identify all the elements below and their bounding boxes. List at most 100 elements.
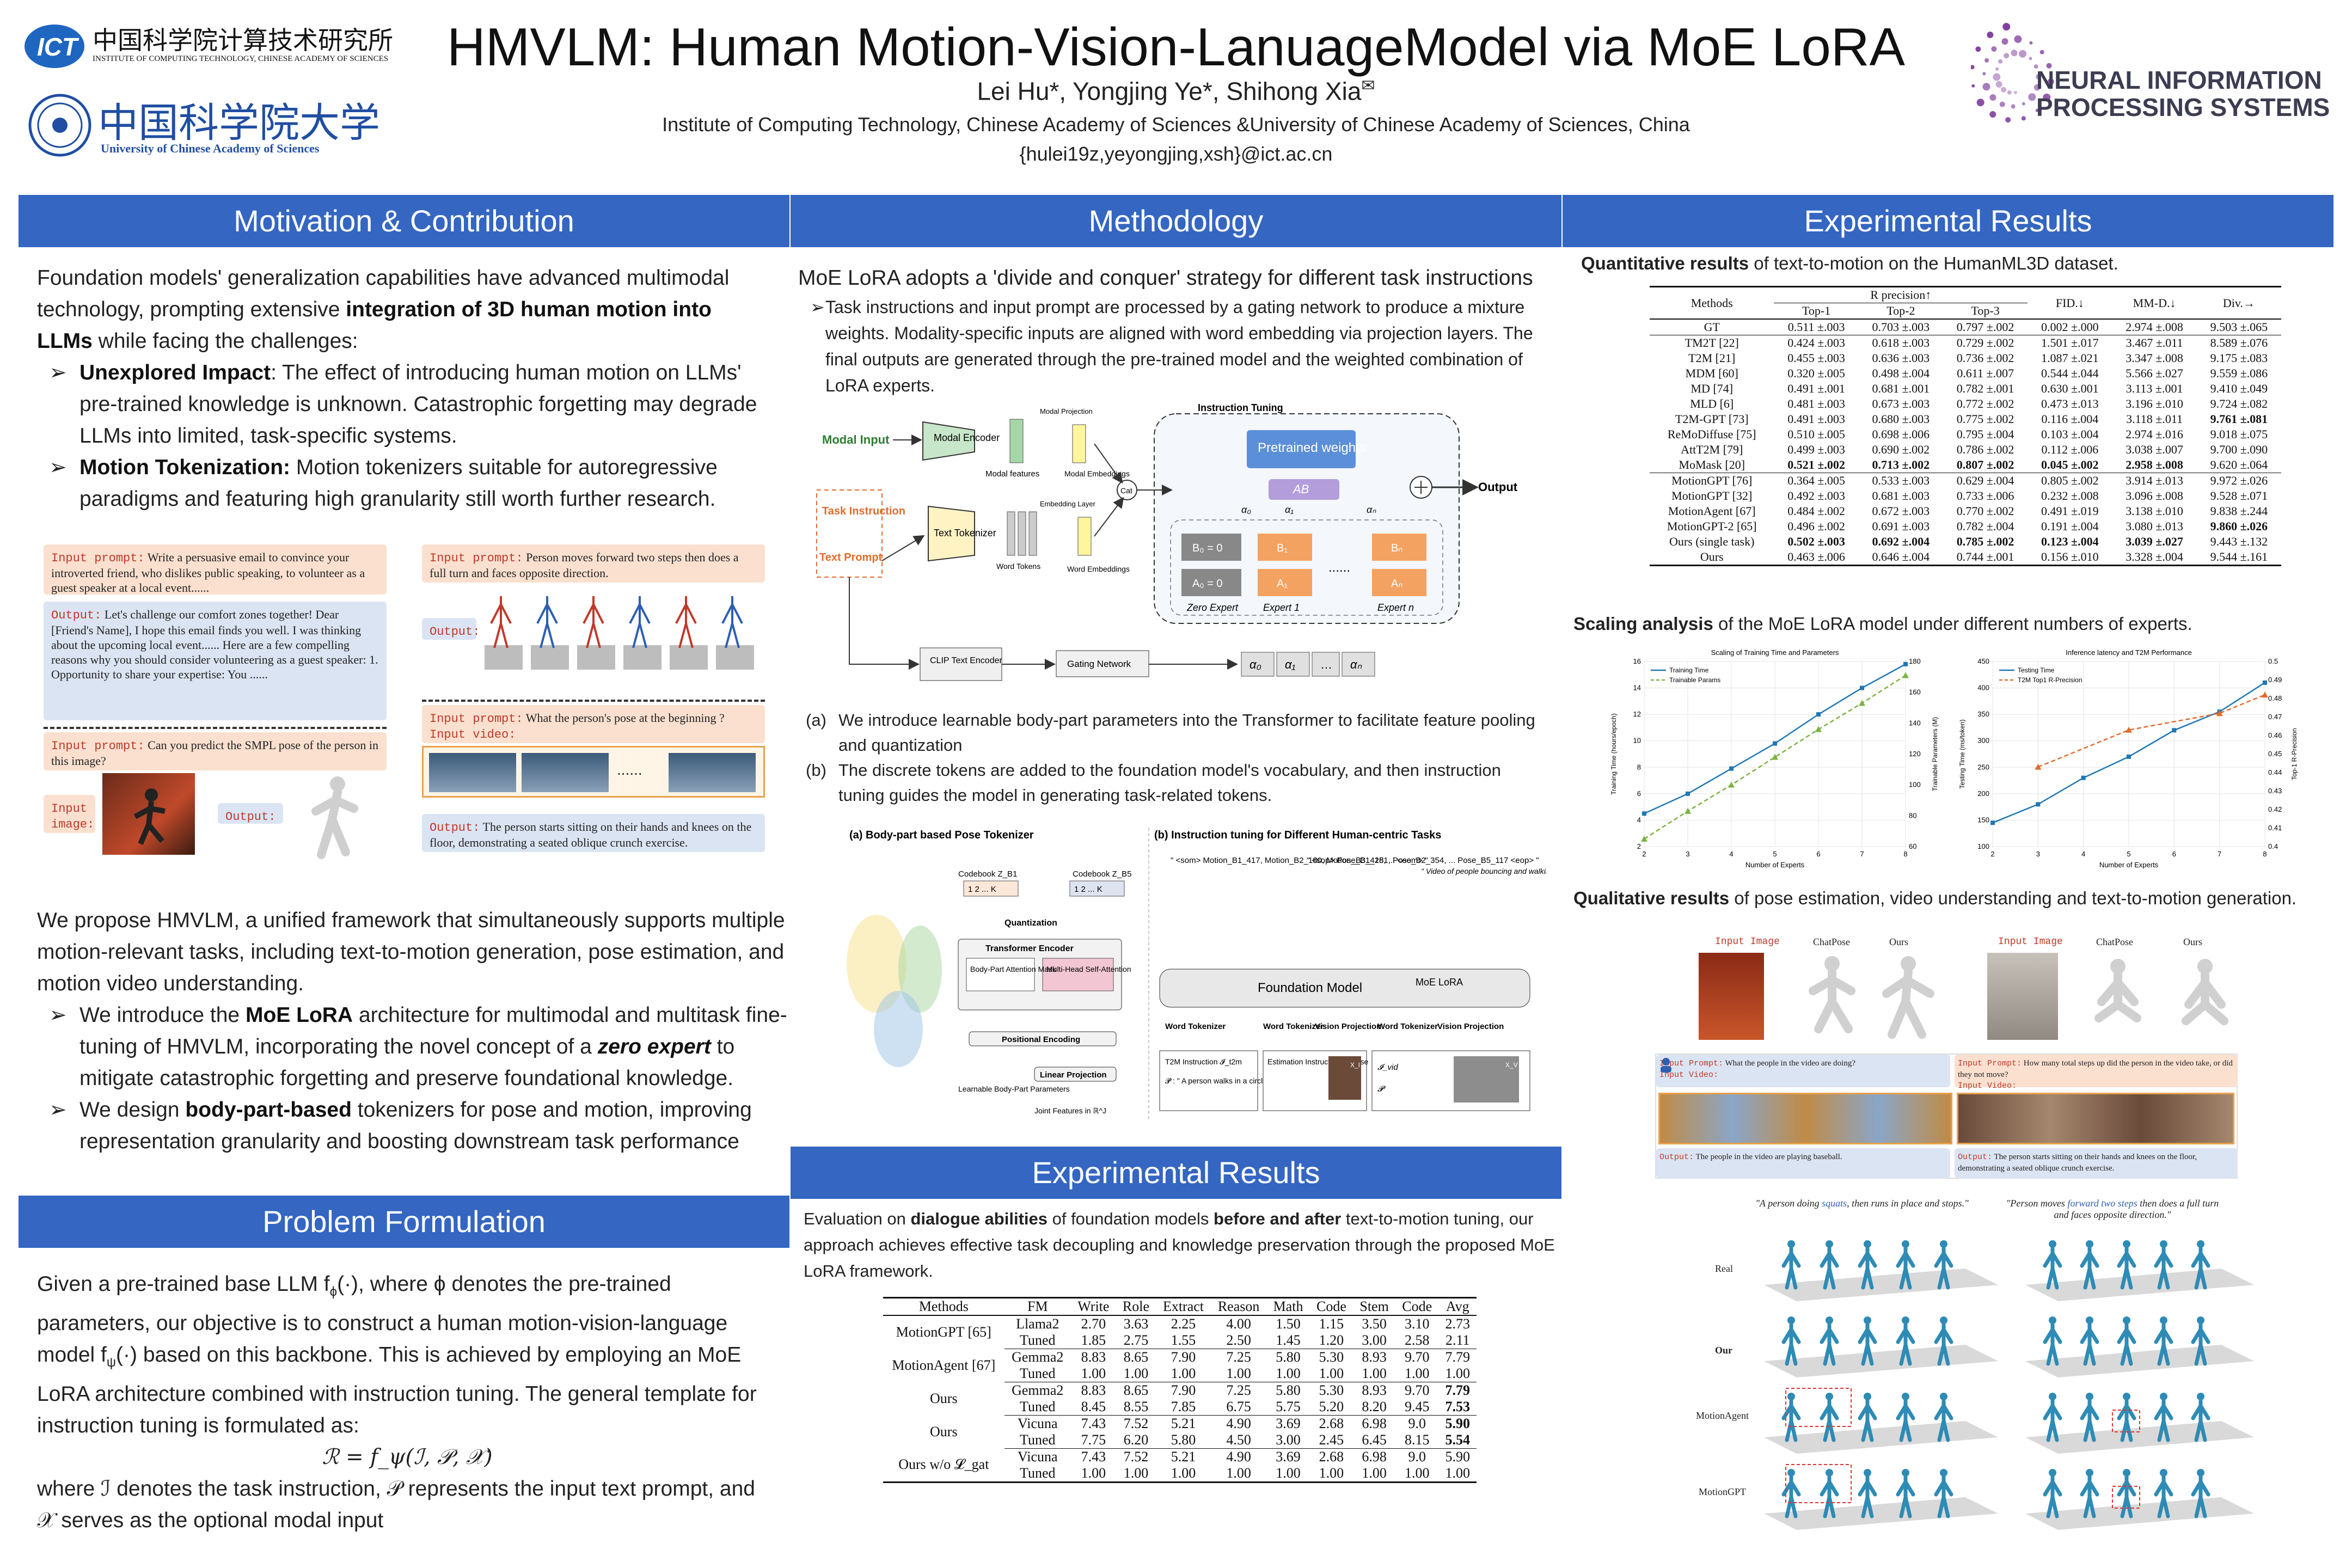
neurips-dot	[2007, 90, 2012, 95]
neurips-dot	[2019, 50, 2027, 58]
motion-figure-head	[2160, 1393, 2167, 1400]
motion-figure-body	[2043, 1399, 2062, 1442]
fm-cell: Gemma2	[1012, 1349, 1064, 1365]
b1-label: B₁	[1277, 542, 1288, 554]
linproj-label: Linear Projection	[1040, 1070, 1107, 1080]
motion-figure-body	[1934, 1246, 1953, 1290]
metric-cell: 0.491 ±.003	[1787, 412, 1845, 426]
input-image-header-1: Input Image	[1715, 936, 1780, 947]
transformer-label: Transformer Encoder	[985, 944, 1074, 953]
motion-floor-tile	[623, 645, 661, 670]
neurips-dot	[2036, 74, 2042, 79]
fm-cell: Tuned	[1020, 1465, 1056, 1481]
motion-figure-head	[1826, 1316, 1833, 1324]
modal-features-bar	[1009, 419, 1024, 463]
data-point	[1685, 807, 1691, 814]
table-row: ReMoDiffuse [75] 0.510 ±.005 0.698 ±.006 0.…	[1650, 427, 2281, 442]
metric-cell: 9.972 ±.026	[2210, 474, 2268, 487]
method-cell: MotionAgent [67]	[892, 1357, 996, 1373]
metric-cell: 3.118 ±.011	[2126, 412, 2183, 426]
motion-figure-head	[1940, 1469, 1947, 1477]
video-output-1: Output: The people in the video are play…	[1656, 1148, 1950, 1178]
humanml3d-table-wrap: Methods R precision↑ FID.↓ MM-D.↓ Div.→ Top-1…	[1650, 286, 2281, 566]
quantization-label: Quantization	[1004, 918, 1057, 928]
metric-cell: 0.692 ±.004	[1872, 535, 1930, 548]
motivation-intro: Foundation models' generalization capabi…	[37, 266, 730, 353]
example-divider-2	[422, 700, 765, 702]
y-tick-label: 12	[1633, 710, 1641, 718]
header-fid: FID.↓	[2028, 286, 2112, 320]
t2m-instruction-label: T2M Instruction 𝓘_t2m	[1165, 1057, 1242, 1066]
metric-cell: 0.646 ±.004	[1872, 550, 1930, 564]
y-tick-label: 300	[1977, 737, 1989, 745]
motion-figure-head	[1787, 1316, 1795, 1324]
metric-cell: 0.782 ±.001	[1956, 382, 2014, 395]
motion-figure-body	[1896, 1322, 1915, 1366]
header-mmd: MM-D.↓	[2112, 286, 2197, 320]
method-cell: T2M [21]	[1688, 351, 1736, 365]
table-header-row: Top-1 Top-2 Top-3	[1650, 303, 2281, 320]
neurips-dot	[2021, 116, 2026, 121]
table-header-cell: Code	[1395, 1297, 1439, 1316]
x-axis-label: Number of Experts	[2099, 861, 2159, 869]
x-tick-label: 3	[2036, 850, 2040, 858]
pose-input-photo-2	[1987, 953, 2058, 1040]
poster-title: HMVLM: Human Motion-Vision-LanuageModel …	[446, 17, 1906, 77]
x-tick-label: 8	[2263, 850, 2267, 858]
neurips-dots-icon	[1970, 23, 2054, 123]
motion-figure-head	[1826, 1393, 1833, 1400]
note-b: (b) The discrete tokens are added to the …	[806, 761, 1501, 805]
score-cell: 2.73	[1445, 1316, 1470, 1332]
data-point	[2263, 680, 2267, 685]
chatpose-header-2: ChatPose	[2096, 936, 2134, 947]
an-label: Aₙ	[1391, 578, 1402, 590]
neurips-dot	[1984, 58, 1989, 63]
motion-figure-body	[1858, 1322, 1877, 1366]
zero-expert-a	[1181, 569, 1241, 596]
neurips-dot	[1971, 84, 1975, 88]
score-cell: 4.50	[1210, 1432, 1267, 1449]
metric-cell: 0.611 ±.007	[1957, 366, 2014, 380]
method-cell: MLD [6]	[1690, 397, 1734, 411]
score-cell: 1.50	[1276, 1316, 1301, 1332]
motion-figure-body	[1934, 1322, 1953, 1366]
score-cell: 1.00	[1362, 1465, 1387, 1481]
zero-expert-b	[1181, 534, 1241, 561]
score-cell: 2.68	[1319, 1416, 1344, 1431]
y2-tick-label: 0.4	[2268, 842, 2278, 850]
score-cell: 7.90	[1171, 1382, 1196, 1398]
motion-figure-body	[2191, 1322, 2210, 1366]
metric-cell: 5.566 ±.027	[2126, 366, 2183, 380]
metric-cell: 0.690 ±.002	[1872, 443, 1930, 456]
motion-figure-head	[1940, 1316, 1947, 1324]
metric-cell: 3.113 ±.001	[2126, 382, 2183, 395]
table-header-cell: Methods	[883, 1297, 1004, 1316]
xi-label: X_I	[1350, 1061, 1360, 1069]
motion-figure-head	[1940, 1240, 1947, 1248]
y2-tick-label: 160	[1909, 688, 1921, 696]
header-topk: Top-2	[1858, 303, 1943, 320]
metric-cell: 0.681 ±.003	[1872, 489, 1930, 503]
motion-floor-tile	[670, 645, 708, 670]
data-point	[2036, 802, 2041, 807]
motion-floor	[1764, 1497, 1998, 1530]
word-embeddings-label: Word Embeddings	[1067, 565, 1130, 573]
score-cell: 6.98	[1362, 1449, 1387, 1465]
section-problem: Problem Formulation	[19, 1196, 789, 1248]
motion-figure-head	[1902, 1240, 1909, 1248]
metric-cell: 9.761 ±.081	[2210, 412, 2268, 426]
motion-figure-body	[1820, 1399, 1839, 1442]
training-time-chart: Scaling of Training Time and Parameters 2…	[1610, 648, 1939, 869]
score-cell: 6.98	[1362, 1416, 1387, 1431]
data-point	[1990, 820, 1995, 825]
positional-encoding-block	[969, 1031, 1117, 1046]
score-cell: 8.55	[1116, 1399, 1156, 1416]
score-cell: 4.90	[1226, 1449, 1251, 1465]
ivid-label: 𝓘_vid	[1377, 1063, 1398, 1072]
motion-figure-head	[1902, 1316, 1909, 1324]
score-cell: 7.43	[1081, 1416, 1106, 1431]
section-results-mid: Experimental Results	[791, 1147, 1561, 1199]
chart-inference-latency: Inference latency and T2M Performance 2 3 4…	[1955, 645, 2303, 874]
score-cell: 5.80	[1156, 1432, 1211, 1449]
y2-tick-label: 0.47	[2268, 713, 2282, 721]
